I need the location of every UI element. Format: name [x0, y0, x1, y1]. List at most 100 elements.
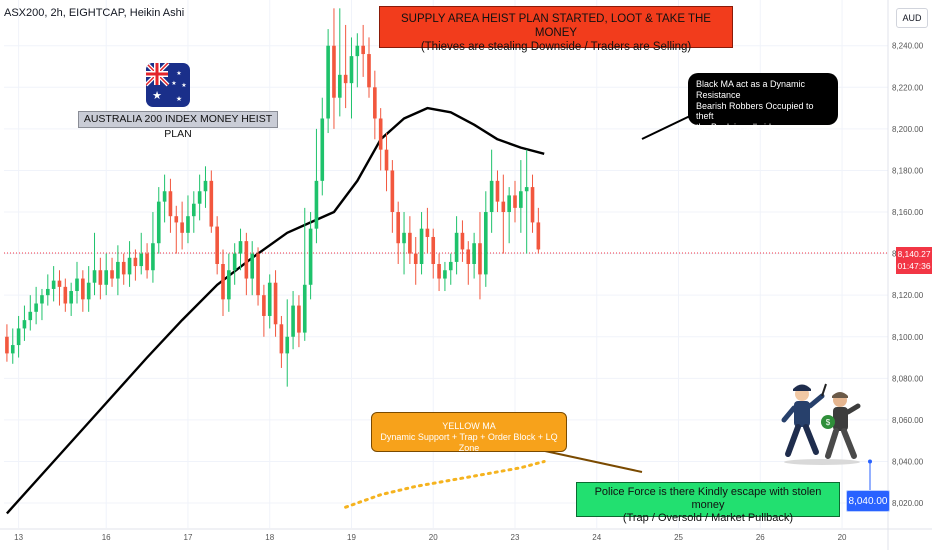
candle-body	[238, 241, 243, 254]
x-tick-label: 13	[14, 533, 23, 542]
candle-body	[86, 282, 91, 300]
candle-body	[110, 270, 114, 279]
currency-button[interactable]: AUD	[896, 8, 928, 28]
candle-body	[139, 253, 144, 267]
candle-body	[314, 180, 319, 229]
candle-body	[250, 253, 255, 279]
candle-body	[10, 345, 15, 354]
candle-body	[355, 45, 360, 57]
candle-body	[513, 195, 517, 208]
candle-body	[227, 270, 231, 300]
yellow-ma-line-1: YELLOW MA	[442, 421, 496, 431]
supply-line-1: SUPPLY AREA HEIST PLAN STARTED, LOOT & T…	[401, 13, 711, 39]
candle-body	[530, 187, 535, 223]
candle-body	[378, 118, 383, 150]
candle-body	[519, 191, 523, 208]
candle-body	[443, 270, 447, 279]
black-ma-line-1: Black MA act as a Dynamic Resistance	[696, 79, 806, 100]
yellow-ma-callout: YELLOW MA Dynamic Support + Trap + Order…	[371, 412, 567, 453]
candle-body	[151, 243, 155, 271]
candle-body	[396, 212, 401, 244]
candle-body	[536, 222, 541, 250]
candle-body	[431, 236, 436, 264]
candle-body	[262, 295, 266, 316]
candle-body	[425, 228, 430, 237]
svg-text:$: $	[826, 418, 831, 427]
y-tick-label: 8,220.00	[892, 83, 924, 92]
candle-body	[116, 261, 120, 279]
black-ma-callout: Black MA act as a Dynamic Resistance Bea…	[688, 73, 838, 132]
candle-body	[285, 336, 290, 354]
candle-body	[408, 232, 412, 254]
y-tick-label: 8,180.00	[892, 166, 924, 175]
police-annotation: Police Force is there Kindly escape with…	[576, 482, 840, 524]
candle-body	[121, 261, 126, 275]
candle-body	[489, 180, 494, 213]
candle-body	[279, 324, 284, 354]
candle-body	[483, 212, 488, 275]
candle-body	[302, 284, 307, 333]
y-tick-label: 8,160.00	[892, 208, 924, 217]
candle-body	[16, 328, 21, 346]
candle-body	[326, 45, 330, 119]
candle-body	[454, 232, 459, 262]
candle-body	[320, 118, 325, 181]
candle-body	[5, 336, 9, 354]
candle-body	[168, 191, 173, 217]
candle-body	[501, 201, 506, 213]
candle-body	[232, 253, 237, 271]
candle-body	[215, 226, 219, 264]
candle-body	[162, 191, 167, 202]
candle-body	[22, 320, 27, 329]
robbers-illustration-icon: $	[776, 378, 868, 466]
svg-text:★: ★	[176, 95, 182, 103]
candle-body	[174, 216, 179, 223]
candle-body	[478, 243, 482, 275]
candle-body	[343, 74, 348, 84]
countdown-timer: 01:47:36	[897, 261, 931, 271]
candle-body	[203, 180, 208, 192]
supply-annotation: SUPPLY AREA HEIST PLAN STARTED, LOOT & T…	[379, 6, 733, 53]
candle-body	[221, 264, 225, 300]
candle-body	[63, 286, 68, 304]
candle-body	[349, 56, 354, 84]
yellow-ma-line-2: Dynamic Support + Trap + Order Block + L…	[380, 431, 558, 453]
candle-body	[267, 282, 272, 316]
candle-body	[256, 253, 260, 296]
target-price-badge: 8,040.00	[846, 490, 890, 512]
y-tick-label: 8,060.00	[892, 416, 924, 425]
x-tick-label: 23	[511, 533, 520, 542]
candle-body	[367, 54, 371, 88]
last-price-value: 8,140.27	[897, 249, 931, 259]
candle-body	[51, 280, 56, 289]
police-line-1: Police Force is there Kindly escape with…	[594, 486, 822, 512]
candle-body	[472, 243, 476, 264]
black-ma-line	[6, 106, 545, 515]
candle-body	[460, 232, 465, 250]
x-tick-label: 17	[184, 533, 193, 542]
candle-body	[466, 249, 471, 264]
candle-body	[57, 280, 62, 287]
y-tick-label: 8,040.00	[892, 457, 924, 466]
x-tick-label: 24	[592, 533, 601, 542]
candle-body	[40, 295, 44, 304]
candle-body	[337, 74, 342, 98]
target-marker-dot	[868, 459, 872, 464]
y-tick-label: 8,100.00	[892, 333, 924, 342]
candle-body	[273, 282, 278, 325]
supply-line-2: (Thieves are stealing Downside / Traders…	[420, 40, 692, 53]
candle-body	[332, 45, 336, 98]
x-tick-label: 26	[756, 533, 765, 542]
svg-text:★: ★	[171, 80, 176, 87]
x-tick-label: 25	[674, 533, 683, 542]
candle-body	[373, 87, 377, 119]
candle-body	[75, 278, 79, 292]
svg-text:★: ★	[152, 90, 162, 102]
yellow-ma-pointer	[544, 450, 643, 473]
x-tick-label: 19	[347, 533, 356, 542]
svg-text:★: ★	[181, 82, 186, 89]
black-ma-pointer	[641, 115, 691, 140]
yellow-ma-line	[344, 460, 546, 509]
symbol-label: ASX200, 2h, EIGHTCAP, Heikin Ashi	[4, 7, 185, 19]
candle-body	[34, 303, 38, 312]
